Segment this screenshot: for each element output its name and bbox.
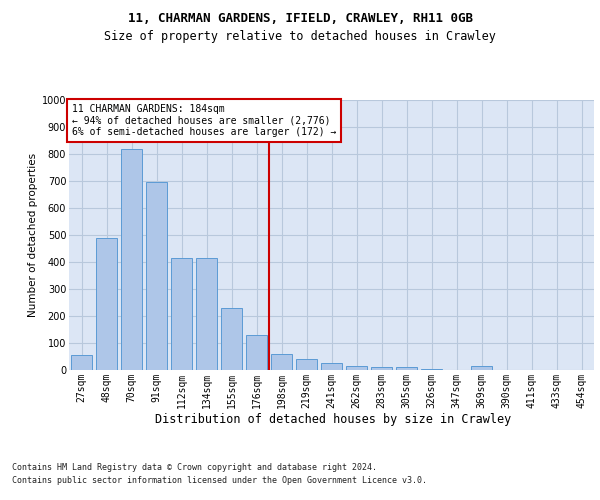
Bar [171,258,192,370]
Bar [96,238,117,370]
Y-axis label: Number of detached properties: Number of detached properties [28,153,38,317]
Text: Distribution of detached houses by size in Crawley: Distribution of detached houses by size … [155,412,511,426]
Text: Size of property relative to detached houses in Crawley: Size of property relative to detached ho… [104,30,496,43]
Bar [121,148,142,370]
Bar [471,366,492,370]
Bar [321,363,342,370]
Bar [221,308,242,370]
Bar [196,258,217,370]
Bar [271,354,292,370]
Bar [421,368,442,370]
Bar [71,355,92,370]
Text: Contains HM Land Registry data © Crown copyright and database right 2024.: Contains HM Land Registry data © Crown c… [12,462,377,471]
Text: Contains public sector information licensed under the Open Government Licence v3: Contains public sector information licen… [12,476,427,485]
Text: 11 CHARMAN GARDENS: 184sqm
← 94% of detached houses are smaller (2,776)
6% of se: 11 CHARMAN GARDENS: 184sqm ← 94% of deta… [71,104,336,137]
Bar [396,368,417,370]
Bar [371,367,392,370]
Bar [346,366,367,370]
Text: 11, CHARMAN GARDENS, IFIELD, CRAWLEY, RH11 0GB: 11, CHARMAN GARDENS, IFIELD, CRAWLEY, RH… [128,12,473,26]
Bar [296,359,317,370]
Bar [246,335,267,370]
Bar [146,182,167,370]
